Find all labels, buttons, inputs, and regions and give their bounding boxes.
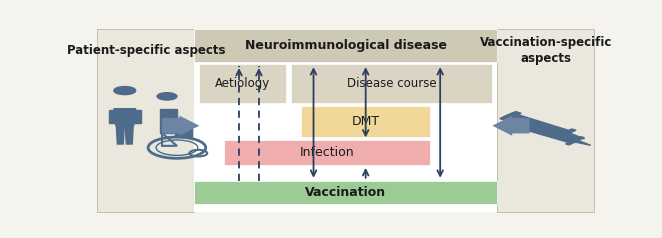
Polygon shape (114, 109, 136, 125)
Polygon shape (109, 110, 116, 123)
FancyBboxPatch shape (195, 181, 497, 204)
FancyArrow shape (162, 116, 199, 136)
Text: Neuroimmunological disease: Neuroimmunological disease (245, 39, 447, 52)
Text: DMT: DMT (352, 115, 380, 128)
Polygon shape (573, 140, 591, 145)
Text: Infection: Infection (300, 146, 354, 159)
FancyBboxPatch shape (291, 64, 493, 103)
FancyBboxPatch shape (224, 140, 430, 165)
Text: Aetiology: Aetiology (215, 77, 270, 90)
Polygon shape (134, 110, 140, 123)
FancyBboxPatch shape (195, 29, 497, 212)
Polygon shape (518, 123, 538, 131)
FancyBboxPatch shape (301, 106, 430, 137)
Text: Patient-specific aspects: Patient-specific aspects (67, 44, 225, 57)
FancyArrow shape (493, 116, 530, 136)
Polygon shape (503, 113, 571, 135)
Polygon shape (500, 112, 521, 120)
Polygon shape (564, 132, 585, 139)
Circle shape (157, 93, 177, 100)
Polygon shape (556, 129, 576, 137)
Ellipse shape (519, 123, 536, 131)
Ellipse shape (502, 112, 520, 120)
Text: Vaccination-specific
aspects: Vaccination-specific aspects (479, 36, 612, 65)
Polygon shape (125, 125, 133, 144)
Polygon shape (175, 128, 192, 137)
FancyBboxPatch shape (497, 29, 594, 212)
FancyBboxPatch shape (97, 29, 195, 212)
Polygon shape (565, 137, 585, 145)
Polygon shape (520, 124, 579, 143)
Text: Disease course: Disease course (347, 77, 436, 90)
FancyBboxPatch shape (195, 29, 497, 62)
Polygon shape (160, 109, 177, 133)
FancyBboxPatch shape (199, 64, 286, 103)
Circle shape (114, 87, 136, 95)
Polygon shape (117, 125, 124, 144)
Text: Vaccination: Vaccination (305, 186, 387, 199)
